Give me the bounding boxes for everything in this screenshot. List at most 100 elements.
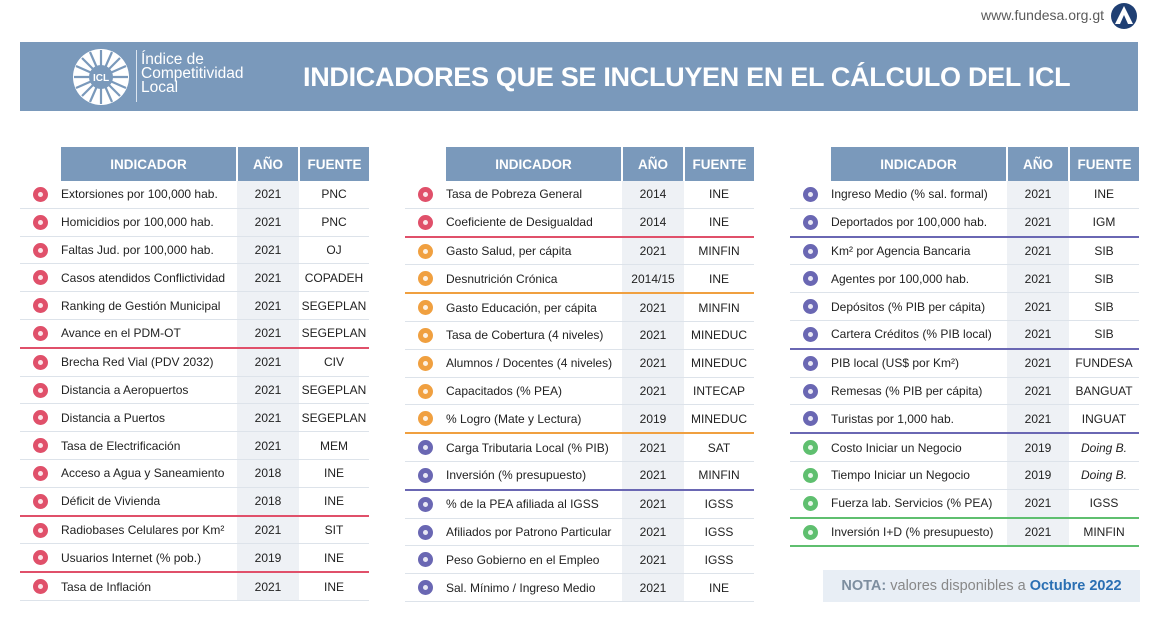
graduation-icon xyxy=(418,355,433,371)
heart-icon xyxy=(418,271,433,287)
money-icon xyxy=(418,440,433,456)
indicator-cell: Remesas (% PIB per cápita) xyxy=(831,377,1007,406)
row-icon-cell xyxy=(20,431,61,460)
table-row: Capacitados (% PEA) 2021 INTECAP xyxy=(405,377,754,406)
indicator-cell: Fuerza lab. Servicios (% PEA) xyxy=(831,489,1007,519)
source-cell: SIB xyxy=(1069,292,1139,321)
row-icon-cell xyxy=(405,264,446,295)
card-icon xyxy=(803,271,818,287)
table-row: Acceso a Agua y Saneamiento 2018 INE xyxy=(20,459,369,488)
source-cell: SEGEPLAN xyxy=(299,376,369,405)
indicator-cell: Tiempo Iniciar un Negocio xyxy=(831,461,1007,490)
table-row: Fuerza lab. Servicios (% PEA) 2021 IGSS xyxy=(790,489,1139,519)
indicator-cell: Coeficiente de Desigualdad xyxy=(446,208,622,238)
table-row: Desnutrición Crónica 2014/15 INE xyxy=(405,264,754,295)
table-row: Tiempo Iniciar un Negocio 2019 Doing B. xyxy=(790,461,1139,490)
table-row: Agentes por 100,000 hab. 2021 SIB xyxy=(790,264,1139,294)
row-icon-cell xyxy=(20,236,61,265)
road-icon xyxy=(33,354,48,370)
year-cell: 2021 xyxy=(237,347,299,377)
card-icon xyxy=(803,327,818,343)
year-cell: 2021 xyxy=(1007,348,1069,378)
source-cell: INE xyxy=(684,573,754,602)
year-cell: 2021 xyxy=(1007,404,1069,435)
row-icon-cell xyxy=(405,349,446,378)
row-icon-cell xyxy=(405,208,446,238)
table-row: Sal. Mínimo / Ingreso Medio 2021 INE xyxy=(405,573,754,602)
indicator-cell: Alumnos / Docentes (4 niveles) xyxy=(446,349,622,378)
source-cell: INTECAP xyxy=(684,377,754,406)
people-icon xyxy=(418,580,433,596)
table-row: Peso Gobierno en el Empleo 2021 IGSS xyxy=(405,545,754,575)
table-row: Remesas (% PIB per cápita) 2021 BANGUAT xyxy=(790,377,1139,406)
row-icon-cell xyxy=(790,517,831,548)
source-cell: PNC xyxy=(299,181,369,209)
year-cell: 2021 xyxy=(1007,489,1069,519)
source-cell: SEGEPLAN xyxy=(299,291,369,320)
indicator-table-2: INDICADOR AÑO FUENTE Tasa de Pobreza Gen… xyxy=(405,147,754,602)
year-cell: 2021 xyxy=(1007,236,1069,266)
year-cell: 2021 xyxy=(237,319,299,349)
year-cell: 2019 xyxy=(1007,461,1069,490)
source-cell: MINEDUC xyxy=(684,349,754,378)
site-url[interactable]: www.fundesa.org.gt xyxy=(981,7,1104,23)
year-cell: 2021 xyxy=(1007,320,1069,350)
row-icon-cell xyxy=(405,461,446,491)
shield-icon xyxy=(33,187,48,203)
indicator-header: INDICADOR xyxy=(61,147,238,181)
people-icon xyxy=(418,552,433,568)
source-cell: INE xyxy=(299,487,369,517)
year-header: AÑO xyxy=(237,147,300,181)
store-icon xyxy=(803,468,818,484)
source-cell: MINEDUC xyxy=(684,321,754,350)
table-row: Carga Tributaria Local (% PIB) 2021 SAT xyxy=(405,433,754,462)
source-cell: MINFIN xyxy=(684,461,754,491)
indicator-cell: Costo Iniciar un Negocio xyxy=(831,433,1007,462)
icl-logo-icon: ICL xyxy=(73,49,129,105)
road-icon xyxy=(33,382,48,398)
graduation-icon xyxy=(418,328,433,344)
brand-line-3: Local xyxy=(141,79,179,96)
indicator-cell: Inversión I+D (% presupuesto) xyxy=(831,517,1007,548)
indicator-cell: Tasa de Inflación xyxy=(61,572,237,601)
indicator-cell: Carga Tributaria Local (% PIB) xyxy=(446,433,622,462)
indicator-cell: Tasa de Pobreza General xyxy=(446,181,622,209)
shield-icon xyxy=(33,242,48,258)
table-row: Usuarios Internet (% pob.) 2019 INE xyxy=(20,543,369,574)
source-cell: MINEDUC xyxy=(684,404,754,435)
note-box: NOTA: valores disponibles a Octubre 2022 xyxy=(823,570,1140,602)
graduation-icon xyxy=(418,300,433,316)
source-cell: INE xyxy=(299,543,369,574)
year-cell: 2021 xyxy=(237,515,299,545)
source-cell: SIB xyxy=(1069,320,1139,350)
table-row: Deportados por 100,000 hab. 2021 IGM xyxy=(790,208,1139,238)
table-row: Km² por Agencia Bancaria 2021 SIB xyxy=(790,236,1139,266)
year-cell: 2021 xyxy=(622,377,684,406)
year-cell: 2014/15 xyxy=(622,264,684,295)
year-cell: 2014 xyxy=(622,208,684,238)
institution-icon xyxy=(33,326,48,342)
indicator-cell: Depósitos (% PIB per cápita) xyxy=(831,292,1007,321)
row-icon-cell xyxy=(20,347,61,377)
chart-icon xyxy=(803,411,818,427)
year-cell: 2021 xyxy=(1007,208,1069,238)
lightbulb-icon xyxy=(803,524,818,540)
indicator-cell: Deportados por 100,000 hab. xyxy=(831,208,1007,238)
indicator-cell: Tasa de Cobertura (4 niveles) xyxy=(446,321,622,350)
row-icon-cell xyxy=(790,208,831,238)
source-cell: IGSS xyxy=(684,518,754,547)
year-cell: 2021 xyxy=(622,349,684,378)
year-header: AÑO xyxy=(622,147,685,181)
source-cell: SAT xyxy=(684,433,754,462)
table-row: Avance en el PDM-OT 2021 SEGEPLAN xyxy=(20,319,369,349)
table-row: Cartera Créditos (% PIB local) 2021 SIB xyxy=(790,320,1139,350)
year-cell: 2021 xyxy=(622,433,684,462)
source-cell: IGM xyxy=(1069,208,1139,238)
store-icon xyxy=(803,495,818,511)
logo-text: ICL xyxy=(93,73,109,84)
year-cell: 2019 xyxy=(622,404,684,435)
table-row: Faltas Jud. por 100,000 hab. 2021 OJ xyxy=(20,236,369,265)
table-row: Coeficiente de Desigualdad 2014 INE xyxy=(405,208,754,238)
table-row: Ingreso Medio (% sal. formal) 2021 INE xyxy=(790,181,1139,209)
table-row: Radiobases Celulares por Km² 2021 SIT xyxy=(20,515,369,545)
